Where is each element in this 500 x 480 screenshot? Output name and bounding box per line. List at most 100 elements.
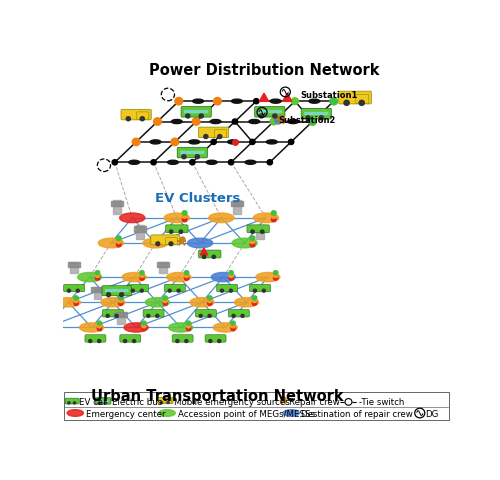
Circle shape [163,299,168,303]
Polygon shape [260,94,268,102]
Circle shape [260,230,264,234]
Circle shape [170,230,173,234]
Circle shape [172,140,178,145]
Circle shape [308,119,316,126]
Circle shape [212,256,216,259]
FancyBboxPatch shape [228,310,250,317]
Ellipse shape [150,141,161,144]
Circle shape [215,99,220,105]
Circle shape [274,271,278,275]
Circle shape [52,327,57,331]
Ellipse shape [101,298,125,307]
Circle shape [241,315,244,318]
Circle shape [126,118,130,121]
Circle shape [44,315,47,318]
Circle shape [176,340,179,343]
Ellipse shape [80,323,104,332]
Circle shape [229,274,233,278]
Bar [110,201,123,207]
FancyBboxPatch shape [121,110,151,120]
FancyBboxPatch shape [105,289,128,292]
Circle shape [218,340,221,343]
FancyBboxPatch shape [180,152,204,155]
Ellipse shape [35,323,59,332]
Circle shape [142,322,146,325]
FancyBboxPatch shape [250,285,270,292]
Circle shape [74,301,78,306]
Text: -Tie switch: -Tie switch [359,397,405,407]
Circle shape [232,315,235,318]
Bar [142,322,145,330]
Circle shape [68,289,70,292]
FancyBboxPatch shape [151,235,180,245]
Circle shape [142,327,146,331]
Circle shape [310,120,315,125]
Circle shape [208,296,212,300]
Circle shape [184,271,188,275]
Circle shape [182,215,187,219]
Circle shape [218,135,222,139]
Circle shape [186,324,190,328]
Ellipse shape [56,298,80,307]
Circle shape [156,315,159,318]
Circle shape [168,289,171,292]
Circle shape [106,293,110,297]
Circle shape [98,340,100,343]
Circle shape [140,118,144,121]
Circle shape [260,115,264,119]
Ellipse shape [168,323,192,332]
Circle shape [254,99,259,105]
FancyBboxPatch shape [205,335,226,342]
Text: Substation2: Substation2 [278,116,336,125]
Ellipse shape [189,141,200,144]
Bar [272,212,275,221]
FancyBboxPatch shape [40,310,62,317]
Ellipse shape [146,298,170,307]
Bar [136,226,144,240]
FancyBboxPatch shape [356,95,369,104]
Ellipse shape [164,214,190,223]
Circle shape [163,301,168,306]
Circle shape [331,99,336,105]
Text: Electric bus: Electric bus [112,397,162,407]
Circle shape [204,135,208,139]
Circle shape [252,296,256,300]
FancyBboxPatch shape [21,335,42,342]
Circle shape [199,315,202,318]
Circle shape [176,99,182,105]
Circle shape [272,115,277,119]
Circle shape [252,299,256,303]
Circle shape [288,140,294,145]
Circle shape [175,98,182,106]
Bar [120,297,122,305]
FancyBboxPatch shape [166,238,177,245]
Ellipse shape [283,410,300,417]
Circle shape [134,140,139,145]
Circle shape [319,117,324,120]
Circle shape [24,340,28,343]
Circle shape [182,217,187,222]
Circle shape [156,242,160,246]
Circle shape [230,289,232,292]
Ellipse shape [213,323,238,332]
Circle shape [169,242,173,246]
FancyBboxPatch shape [143,310,164,317]
Circle shape [229,276,233,280]
Circle shape [34,340,37,343]
Text: Emergency center: Emergency center [86,408,165,418]
Bar [134,227,146,232]
Circle shape [211,140,216,145]
Circle shape [98,402,100,404]
Ellipse shape [192,100,203,104]
Circle shape [52,322,57,325]
Bar [185,272,188,280]
Ellipse shape [98,239,124,248]
Circle shape [132,340,136,343]
Ellipse shape [256,273,280,282]
Circle shape [132,139,140,146]
Ellipse shape [210,120,221,124]
Circle shape [97,327,102,331]
FancyBboxPatch shape [198,251,221,258]
Bar [68,263,80,267]
Circle shape [292,99,298,105]
